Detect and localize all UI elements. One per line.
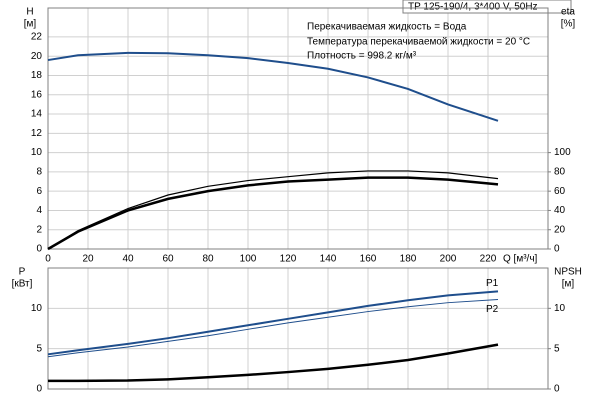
- x-tick-label: 120: [280, 254, 297, 265]
- y-tick-label: 14: [31, 109, 43, 120]
- annotation: Перекачиваемая жидкость = Вода: [307, 22, 467, 33]
- y-tick-label: 4: [36, 205, 42, 216]
- annotation: Температура перекачиваемой жидкости = 20…: [307, 37, 530, 48]
- y-tick-label: 10: [31, 303, 43, 314]
- y2-tick-label: 20: [554, 224, 566, 235]
- y-tick-label: 10: [31, 147, 43, 158]
- y2-tick-label: 10: [554, 303, 566, 314]
- y-tick-label: 2: [36, 224, 42, 235]
- title-box: [402, 0, 572, 14]
- curve: [47, 290, 499, 356]
- curve: [47, 170, 499, 250]
- y-tick-label: 22: [31, 32, 43, 43]
- y2-axis-unit: [%]: [561, 19, 576, 30]
- x-tick-label: 60: [162, 254, 174, 265]
- y-axis-label: P: [19, 267, 26, 278]
- x-tick-label: 200: [440, 254, 457, 265]
- y-tick-label: 6: [36, 186, 42, 197]
- y2-tick-label: 60: [554, 186, 566, 197]
- y-tick-label: 18: [31, 70, 43, 81]
- y-tick-label: 20: [31, 51, 43, 62]
- y2-tick-label: 0: [554, 384, 560, 395]
- y2-axis-label: NPSH: [554, 267, 582, 278]
- y-tick-label: 5: [36, 343, 42, 354]
- curve: [48, 343, 499, 383]
- annotation: Плотность = 998.2 кг/м³: [307, 51, 417, 62]
- x-tick-label: 220: [480, 254, 497, 265]
- chart-title: TP 125-190/4, 3*400 V, 50Hz: [408, 2, 538, 13]
- y-axis-label: H: [26, 7, 33, 18]
- y2-axis-label: eta: [561, 7, 575, 18]
- y-axis-unit: [кВт]: [12, 279, 33, 290]
- y2-axis-unit: [м]: [562, 279, 575, 290]
- y2-tick-label: 100: [554, 147, 571, 158]
- curve: [47, 298, 499, 358]
- y-axis-unit: [м]: [24, 19, 37, 30]
- x-tick-label: 40: [122, 254, 134, 265]
- y-tick-label: 16: [31, 89, 43, 100]
- curve-label: P1: [486, 278, 499, 289]
- x-tick-label: 160: [360, 254, 377, 265]
- curve: [47, 176, 499, 251]
- y-tick-label: 0: [36, 384, 42, 395]
- x-tick-label: 0: [45, 254, 51, 265]
- x-tick-label: 140: [320, 254, 337, 265]
- plot-frame: [47, 267, 549, 390]
- x-tick-label: 180: [400, 254, 417, 265]
- x-axis-label: Q [м³/ч]: [503, 254, 538, 265]
- curve: [47, 51, 499, 122]
- y2-tick-label: 80: [554, 167, 566, 178]
- y-tick-label: 0: [36, 244, 42, 255]
- y-tick-label: 12: [31, 128, 43, 139]
- x-tick-label: 80: [202, 254, 214, 265]
- x-tick-label: 20: [82, 254, 94, 265]
- y-tick-label: 8: [36, 167, 42, 178]
- y2-tick-label: 40: [554, 205, 566, 216]
- plot-frame: [47, 7, 549, 250]
- y2-tick-label: 0: [554, 244, 560, 255]
- x-tick-label: 100: [240, 254, 257, 265]
- curve-label: P2: [486, 304, 499, 315]
- y2-tick-label: 5: [554, 343, 560, 354]
